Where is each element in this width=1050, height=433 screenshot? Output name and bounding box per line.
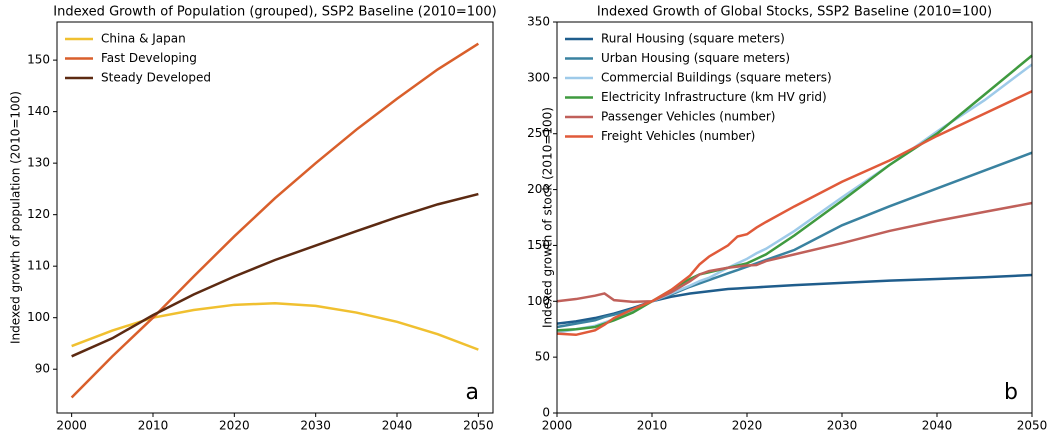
legend-label: Commercial Buildings (square meters)	[601, 71, 832, 85]
series-line	[556, 63, 1033, 334]
legend-label: Fast Developing	[101, 51, 197, 65]
series-line	[556, 273, 1033, 325]
series-line	[556, 151, 1033, 329]
y-tick-label: 0	[542, 406, 550, 420]
legend-label: Steady Developed	[101, 71, 211, 85]
y-tick-label: 50	[535, 350, 550, 364]
x-tick-label: 2000	[542, 419, 573, 433]
chart-title: Indexed Growth of Global Stocks, SSP2 Ba…	[597, 5, 992, 20]
x-tick-label: 2010	[138, 419, 169, 433]
legend-label: Electricity Infrastructure (km HV grid)	[601, 90, 827, 104]
x-tick-label: 2020	[219, 419, 250, 433]
series-line	[556, 201, 1033, 304]
panel-annotation: b	[1004, 380, 1018, 405]
y-tick-label: 100	[27, 310, 50, 324]
legend-label: Rural Housing (square meters)	[601, 32, 785, 46]
chart-title: Indexed Growth of Population (grouped), …	[53, 5, 496, 20]
legend-label: Urban Housing (square meters)	[601, 51, 790, 65]
y-tick-label: 140	[27, 104, 50, 118]
y-axis-label: Indexed growth of stock (2010=100)	[541, 107, 555, 328]
y-tick-label: 90	[35, 362, 50, 376]
x-tick-label: 2030	[300, 419, 331, 433]
x-tick-label: 2000	[56, 419, 87, 433]
x-tick-label: 2040	[382, 419, 413, 433]
y-tick-label: 200	[527, 182, 550, 196]
legend-label: China & Japan	[101, 32, 186, 46]
x-tick-label: 2050	[1017, 419, 1048, 433]
y-tick-label: 300	[527, 70, 550, 84]
y-tick-label: 100	[527, 294, 550, 308]
x-tick-label: 2020	[732, 419, 763, 433]
y-tick-label: 120	[27, 207, 50, 221]
y-tick-label: 350	[527, 15, 550, 29]
series-line	[70, 42, 480, 399]
x-tick-label: 2030	[827, 419, 858, 433]
legend-label: Freight Vehicles (number)	[601, 129, 755, 143]
plot-frame	[556, 21, 1033, 414]
series-line	[556, 90, 1033, 337]
x-tick-label: 2040	[922, 419, 953, 433]
legend-label: Passenger Vehicles (number)	[601, 110, 775, 124]
y-tick-label: 110	[27, 259, 50, 273]
y-tick-label: 150	[27, 53, 50, 67]
y-tick-label: 150	[527, 238, 550, 252]
series-line	[71, 192, 479, 358]
y-tick-label: 250	[527, 126, 550, 140]
y-axis-label: Indexed growth of population (2010=100)	[9, 91, 23, 344]
panel-annotation: a	[466, 380, 479, 405]
x-tick-label: 2010	[637, 419, 668, 433]
plot-frame	[56, 21, 494, 414]
y-tick-label: 130	[27, 156, 50, 170]
x-tick-label: 2050	[463, 419, 494, 433]
